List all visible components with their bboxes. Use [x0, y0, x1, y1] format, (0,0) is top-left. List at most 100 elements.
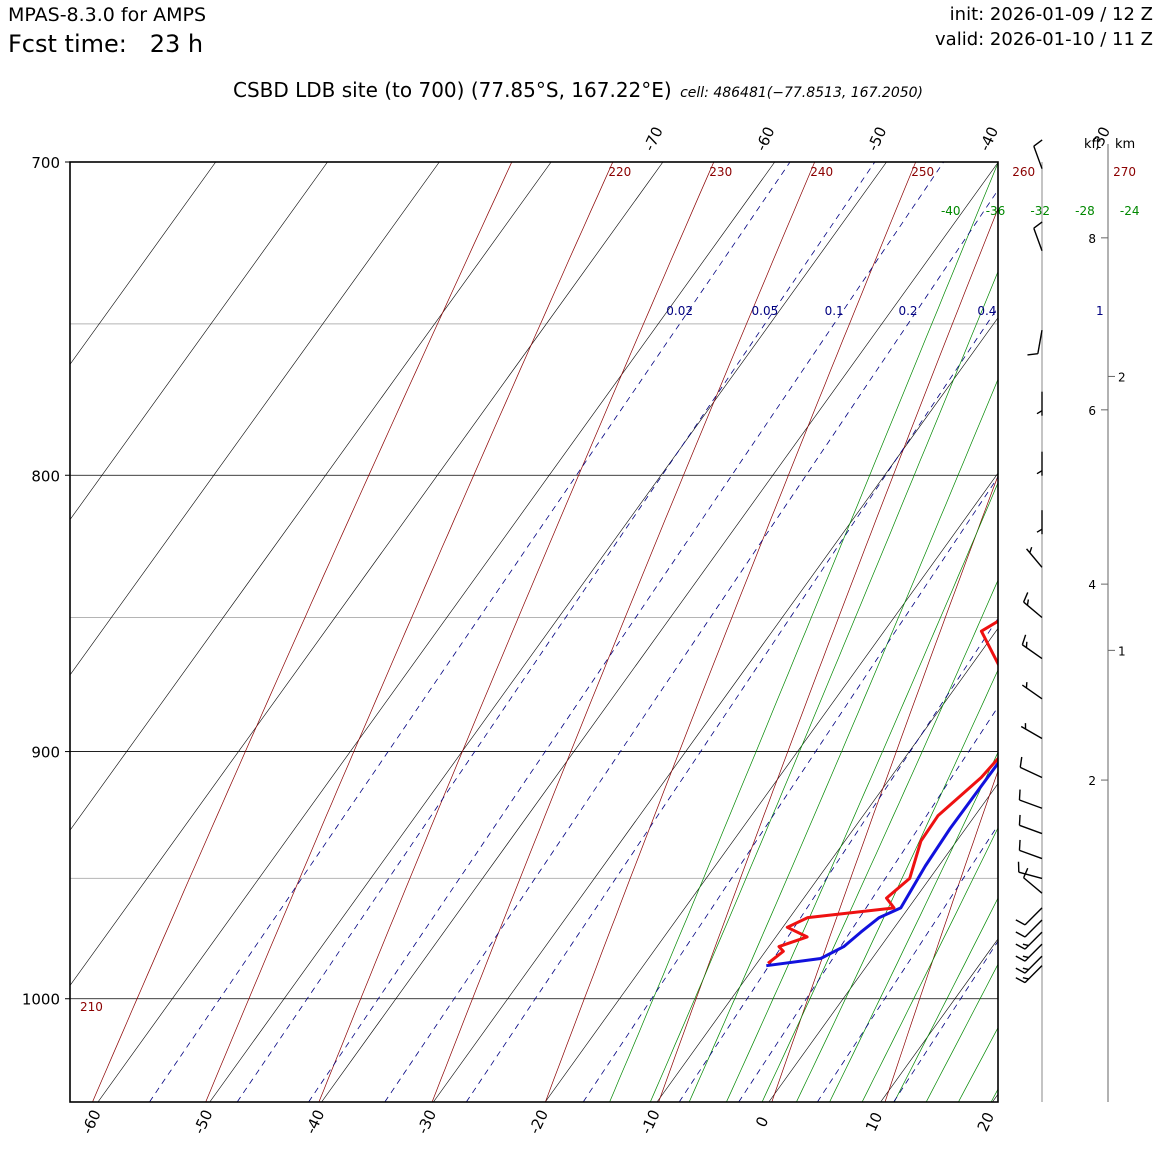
kft-tick-label: 8 [1088, 232, 1096, 246]
moist-adiabat [829, 751, 998, 1102]
moist-adiabat [649, 270, 998, 1102]
dry-adiabat-label: 240 [810, 165, 833, 179]
wind-barb [1026, 546, 1043, 568]
top-temp-tick-label: -50 [864, 124, 891, 154]
forecast-time: Fcst time: 23 h [8, 30, 203, 58]
kft-tick-label: 6 [1088, 404, 1096, 418]
isotherm [70, 162, 328, 521]
moist-adiabat [688, 378, 998, 1102]
forecast-time-label: Fcst time: [8, 30, 127, 58]
wind-barb [1036, 510, 1043, 535]
top-temp-tick-label: -60 [752, 124, 779, 154]
moist-adiabat-label: -24 [1120, 204, 1140, 218]
wind-barb [1015, 965, 1043, 984]
dry-adiabat-label: 260 [1012, 165, 1035, 179]
dry-adiabat [658, 207, 998, 1102]
dry-adiabat [1112, 162, 1160, 1102]
mixing-ratio-line [236, 162, 876, 1102]
wind-barb [1036, 451, 1043, 476]
wind-barb [1015, 919, 1043, 938]
bottom-temp-tick-label: -20 [525, 1107, 552, 1137]
isotherm [70, 162, 440, 676]
wind-barb [1036, 391, 1043, 416]
dewpoint-line [766, 760, 998, 968]
mixing-ratio-line [678, 617, 998, 1102]
mixing-ratio-line [582, 476, 998, 1102]
isotherm [992, 1093, 998, 1102]
kft-tick-label: 2 [1088, 774, 1096, 788]
bottom-temp-tick-label: -10 [637, 1107, 664, 1137]
wind-barb [1018, 814, 1043, 835]
bottom-temp-tick-label: 20 [974, 1109, 998, 1134]
wind-barb [1021, 682, 1043, 700]
mixing-ratio-line [149, 162, 791, 1102]
dry-adiabat-label: 270 [1113, 165, 1136, 179]
mixing-ratio-line [384, 189, 998, 1102]
kft-axis-label: kft [1084, 137, 1101, 152]
isotherm [880, 938, 998, 1102]
isotherm [209, 162, 887, 1102]
moist-adiabat [1059, 162, 1160, 1102]
chart-title-main: CSBD LDB site (to 700) (77.85°S, 167.22°… [233, 78, 672, 102]
pressure-tick-label: 900 [31, 744, 60, 762]
wind-barb [1019, 756, 1043, 779]
dry-adiabat [431, 162, 816, 1102]
isotherm [97, 162, 775, 1102]
wind-barb [1020, 723, 1043, 740]
isotherm [70, 162, 552, 831]
chart-title: CSBD LDB site (to 700) (77.85°S, 167.22°… [233, 78, 923, 102]
moist-adiabat [1025, 162, 1160, 1102]
moist-adiabat [609, 162, 998, 1102]
isotherm [656, 627, 998, 1102]
moist-adiabat [990, 1088, 998, 1102]
dry-adiabat [205, 162, 614, 1102]
moist-adiabat [726, 481, 998, 1102]
valid-time: valid: 2026-01-10 / 11 Z [935, 29, 1153, 50]
dry-adiabat [884, 769, 998, 1102]
bottom-temp-tick-label: -60 [78, 1107, 105, 1137]
wind-barb [1018, 789, 1043, 809]
pressure-tick-label: 800 [31, 467, 60, 485]
mixing-ratio-line [465, 306, 998, 1102]
km-axis-label: km [1115, 137, 1135, 152]
wind-barb [1017, 861, 1043, 880]
mixing-ratio-label: 0.05 [752, 304, 779, 318]
moist-adiabat [893, 897, 998, 1102]
chart-title-cell: cell: 486481(−77.8513, 167.2050) [680, 85, 924, 101]
moist-adiabat [796, 669, 998, 1102]
bottom-temp-tick-label: -40 [302, 1107, 329, 1137]
isotherm [544, 472, 998, 1102]
mixing-ratio-label: 0.2 [898, 304, 917, 318]
isotherm [70, 162, 664, 987]
dry-adiabat [545, 162, 917, 1102]
plot-frame [69, 161, 999, 1103]
top-temp-tick-label: -70 [640, 124, 667, 154]
pressure-tick-label: 1000 [22, 991, 60, 1009]
isotherm [768, 783, 998, 1102]
bottom-temp-tick-label: -50 [190, 1107, 217, 1137]
dry-adiabat-label: 210 [80, 1000, 103, 1014]
wind-barb [1022, 867, 1043, 894]
moist-adiabat-label: -28 [1075, 204, 1095, 218]
wind-barb [1033, 221, 1043, 252]
isotherm [70, 162, 216, 365]
temperature-line [767, 619, 998, 965]
init-time: init: 2026-01-09 / 12 Z [949, 4, 1153, 25]
moist-adiabat-label: -36 [986, 204, 1006, 218]
mixing-ratio-label: 0.1 [825, 304, 844, 318]
wind-barb [1015, 943, 1043, 962]
bottom-temp-tick-label: -30 [414, 1107, 441, 1137]
dry-adiabat-label: 230 [709, 165, 732, 179]
mixing-ratio-line [308, 162, 944, 1102]
moist-adiabat [925, 963, 998, 1102]
model-label: MPAS-8.3.0 for AMPS [8, 4, 207, 26]
km-tick-label: 2 [1118, 370, 1126, 384]
km-tick-label: 1 [1118, 644, 1126, 658]
wind-barb [1022, 592, 1043, 619]
moist-adiabat-label: -32 [1030, 204, 1050, 218]
wind-barb [1018, 839, 1043, 860]
wind-barb [1015, 907, 1043, 926]
wind-barb [1015, 955, 1043, 974]
pressure-tick-label: 700 [31, 154, 60, 172]
